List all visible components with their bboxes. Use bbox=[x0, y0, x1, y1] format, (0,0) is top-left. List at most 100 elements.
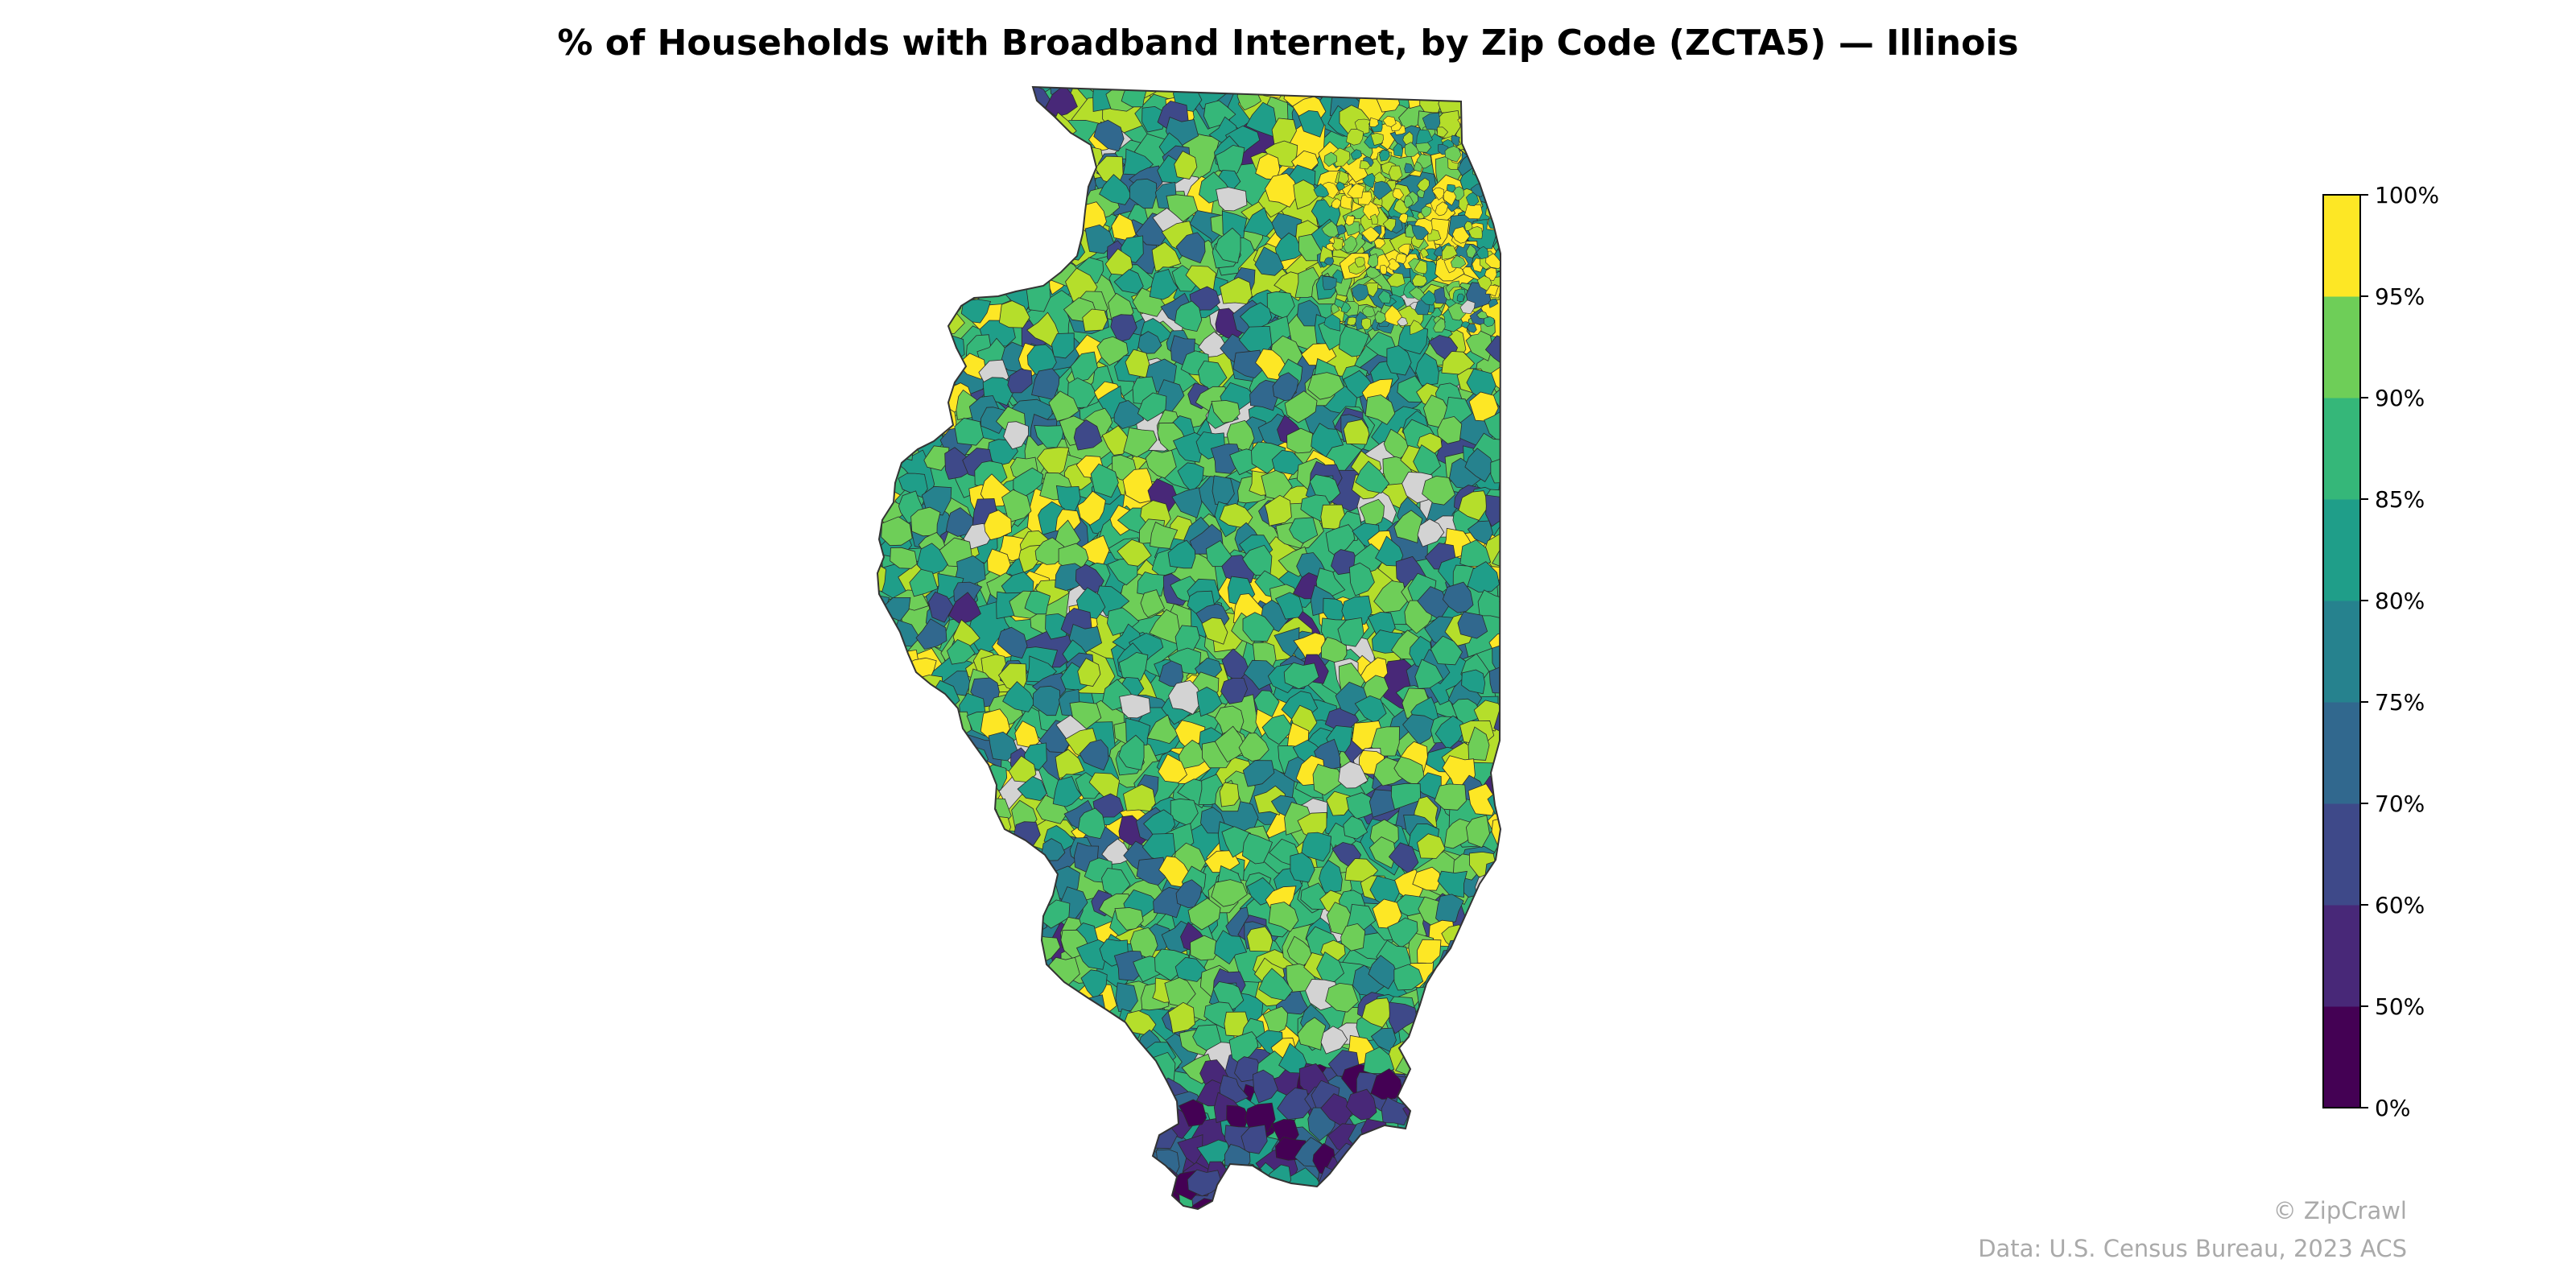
zip-region bbox=[1214, 725, 1247, 763]
zip-region bbox=[1476, 275, 1492, 291]
zip-region bbox=[1393, 510, 1423, 543]
zip-region bbox=[1415, 352, 1439, 386]
zip-region bbox=[1243, 659, 1279, 691]
zip-region bbox=[1198, 331, 1230, 357]
zip-region bbox=[1174, 956, 1208, 982]
zip-region bbox=[1119, 694, 1151, 719]
zip-region bbox=[1409, 287, 1426, 301]
zip-region bbox=[1137, 392, 1167, 422]
zip-region bbox=[1017, 776, 1047, 802]
zip-region bbox=[1113, 269, 1144, 295]
zip-region bbox=[1190, 935, 1220, 961]
zip-region bbox=[1033, 87, 1061, 94]
zip-region bbox=[1466, 244, 1477, 258]
zip-region bbox=[1411, 225, 1430, 241]
zip-region bbox=[1174, 151, 1198, 180]
zip-region bbox=[1414, 658, 1444, 689]
zip-region bbox=[1283, 662, 1319, 690]
zip-region bbox=[1307, 372, 1344, 400]
zip-region bbox=[1451, 134, 1460, 146]
zip-region bbox=[1390, 782, 1422, 811]
zip-region bbox=[1264, 494, 1292, 526]
colorbar-tick-label: 0% bbox=[2375, 1095, 2410, 1121]
zip-region bbox=[1373, 237, 1386, 249]
zip-region bbox=[1450, 254, 1467, 269]
zip-region bbox=[1379, 265, 1387, 275]
zip-region bbox=[1417, 518, 1445, 547]
colorbar-bin bbox=[2323, 195, 2360, 297]
zip-region bbox=[1442, 245, 1458, 260]
zip-region bbox=[1284, 390, 1318, 423]
zip-region bbox=[1093, 119, 1125, 152]
zip-region bbox=[1431, 187, 1445, 200]
zip-region bbox=[1201, 617, 1228, 645]
zip-region bbox=[1461, 669, 1486, 695]
zip-region bbox=[1277, 1088, 1311, 1121]
zip-region bbox=[909, 568, 939, 597]
zip-region bbox=[980, 407, 1006, 435]
zip-region bbox=[1488, 665, 1501, 694]
colorbar-tick-label: 100% bbox=[2375, 182, 2439, 208]
zip-region bbox=[1402, 714, 1438, 745]
zip-region bbox=[1052, 776, 1082, 807]
zip-region bbox=[1420, 290, 1437, 306]
zip-region bbox=[1033, 685, 1061, 716]
colorbar-bin bbox=[2323, 601, 2360, 703]
zip-region bbox=[1319, 859, 1343, 894]
zip-region bbox=[1331, 303, 1340, 315]
colorbar-bin bbox=[2323, 905, 2360, 1007]
zip-region bbox=[1241, 832, 1274, 865]
zip-region bbox=[1080, 969, 1108, 1000]
zip-region bbox=[1171, 487, 1203, 518]
zip-region bbox=[1141, 105, 1166, 133]
zip-region bbox=[1322, 276, 1337, 291]
zip-region bbox=[1345, 1088, 1377, 1121]
zip-region bbox=[988, 731, 1018, 762]
zip-region bbox=[898, 473, 928, 498]
zip-region bbox=[1465, 192, 1480, 207]
zip-region bbox=[1211, 400, 1241, 423]
zip-region bbox=[1368, 955, 1398, 989]
zip-region bbox=[1077, 807, 1106, 840]
zip-region bbox=[1243, 207, 1276, 237]
zip-region bbox=[1359, 160, 1371, 170]
zip-region bbox=[1301, 832, 1332, 862]
colorbar-tick-label: 80% bbox=[2375, 588, 2425, 614]
zip-region bbox=[1113, 399, 1145, 429]
zip-region bbox=[1337, 617, 1364, 647]
zip-region bbox=[1293, 180, 1319, 210]
zip-region bbox=[1216, 187, 1248, 212]
zip-region bbox=[1241, 1124, 1268, 1154]
zip-region bbox=[1337, 170, 1349, 184]
zip-region bbox=[1245, 101, 1278, 138]
zip-region bbox=[1265, 172, 1299, 208]
zip-region bbox=[1167, 1001, 1195, 1034]
colorbar-bin bbox=[2323, 1006, 2360, 1108]
colorbar-frame bbox=[2322, 194, 2361, 1108]
zip-region bbox=[1178, 739, 1207, 770]
zip-region bbox=[1075, 564, 1104, 593]
zip-region bbox=[1446, 184, 1456, 193]
zip-region bbox=[1412, 866, 1442, 891]
zip-region bbox=[1253, 690, 1280, 718]
zip-region bbox=[1323, 151, 1338, 167]
zip-region bbox=[1096, 336, 1129, 366]
zip-region bbox=[1051, 332, 1075, 359]
zip-region bbox=[1146, 714, 1179, 745]
zip-region bbox=[1219, 782, 1240, 807]
zip-region bbox=[1417, 939, 1442, 964]
zip-region bbox=[1373, 580, 1408, 613]
zip-region bbox=[1421, 205, 1432, 218]
zip-region bbox=[1331, 198, 1342, 209]
colorbar-tick-label: 85% bbox=[2375, 486, 2425, 513]
zip-region bbox=[1117, 539, 1152, 567]
zip-region bbox=[1411, 274, 1428, 287]
zip-region bbox=[1246, 926, 1274, 952]
zip-region bbox=[1140, 589, 1166, 618]
zip-region bbox=[1436, 126, 1449, 138]
zip-region bbox=[1215, 227, 1241, 263]
colorbar-bin bbox=[2323, 296, 2360, 398]
zip-region bbox=[1158, 753, 1187, 783]
zip-region bbox=[1476, 246, 1488, 260]
zip-region bbox=[1326, 791, 1352, 816]
